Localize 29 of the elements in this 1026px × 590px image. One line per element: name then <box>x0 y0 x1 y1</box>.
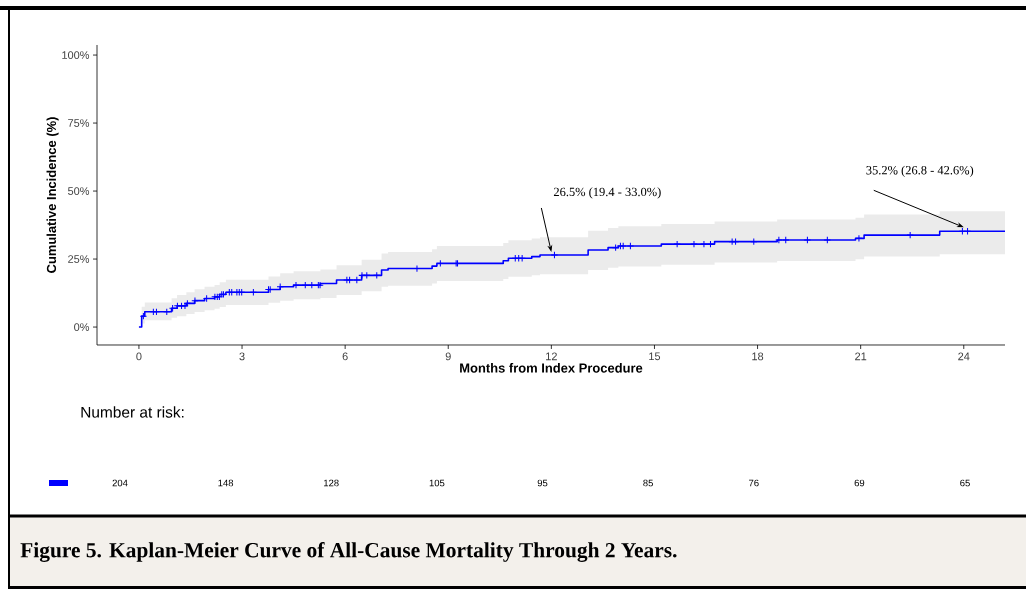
x-tick-label: 24 <box>958 352 970 361</box>
x-tick-label: 3 <box>239 352 245 361</box>
y-tick-label: 75% <box>68 119 90 127</box>
annotation: 35.2% (26.8 - 42.6%) <box>866 165 974 177</box>
text: 105 <box>429 479 445 487</box>
y-axis-title: Cumulative Incidence (%) <box>46 117 59 273</box>
y-tick-label: 100% <box>62 51 90 59</box>
text: 69 <box>854 479 865 487</box>
y-tick-label: 0% <box>74 323 90 331</box>
x-tick-label: 18 <box>752 352 764 361</box>
x-tick-label: 6 <box>342 352 348 361</box>
text: 65 <box>960 479 970 487</box>
text: 128 <box>324 479 339 487</box>
text: Number at risk: <box>81 406 184 418</box>
x-tick-label: 12 <box>546 352 557 361</box>
annotation: 26.5% (19.4 - 33.0%) <box>553 187 661 199</box>
y-tick-label: 50% <box>68 187 90 195</box>
text: 204 <box>112 479 128 487</box>
x-tick-label: 0 <box>136 352 142 361</box>
y-tick-label: 25% <box>68 255 90 263</box>
text: Figure 5. Kaplan-Meier Curve of All-Cause Mortality Through 2 Years. <box>20 542 677 562</box>
text: 85 <box>643 479 653 487</box>
x-tick-label: 15 <box>649 352 661 361</box>
text: 148 <box>218 479 234 487</box>
x-axis-title: Months from Index Procedure <box>460 363 643 373</box>
text: 76 <box>749 479 759 487</box>
x-tick-label: 21 <box>855 352 867 361</box>
x-tick-label: 9 <box>445 352 451 361</box>
text: 95 <box>537 479 548 487</box>
